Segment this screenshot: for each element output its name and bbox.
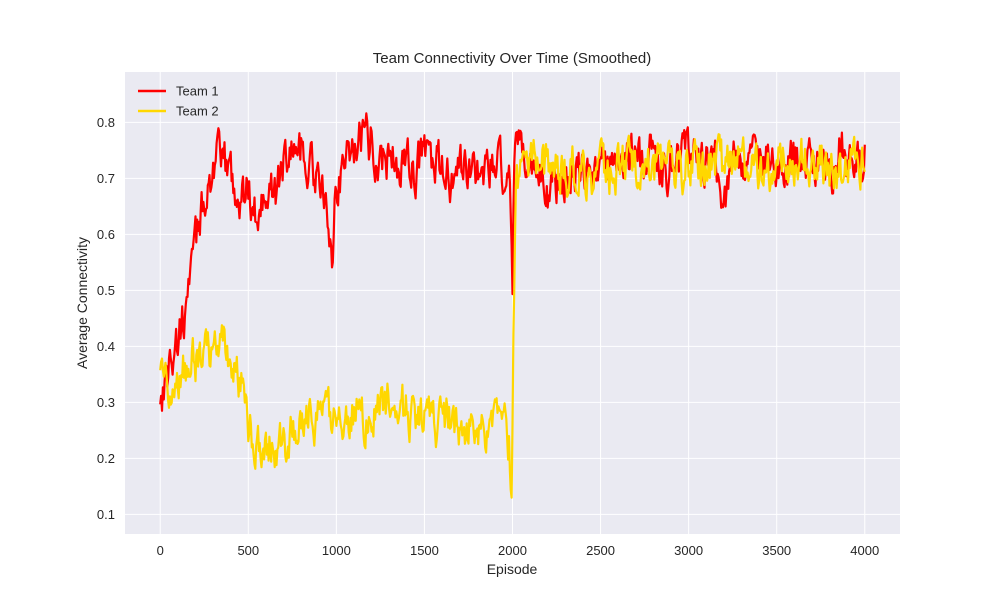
y-tick-label: 0.2 bbox=[97, 451, 115, 466]
y-axis: 0.1 0.2 0.3 0.4 0.5 0.6 0.7 0.8 bbox=[97, 115, 115, 522]
x-tick-label: 3500 bbox=[762, 543, 791, 558]
x-tick-label: 2500 bbox=[586, 543, 615, 558]
x-axis: 0 500 1000 1500 2000 2500 3000 3500 4000 bbox=[157, 543, 880, 558]
legend: Team 1 Team 2 bbox=[138, 84, 219, 119]
x-tick-label: 4000 bbox=[850, 543, 879, 558]
series-group bbox=[159, 112, 866, 499]
legend-label: Team 1 bbox=[176, 84, 219, 99]
series-line-team-2 bbox=[159, 133, 866, 499]
x-axis-label: Episode bbox=[487, 561, 538, 577]
y-tick-label: 0.5 bbox=[97, 283, 115, 298]
x-tick-label: 0 bbox=[157, 543, 164, 558]
chart-title: Team Connectivity Over Time (Smoothed) bbox=[373, 50, 651, 67]
legend-label: Team 2 bbox=[176, 104, 219, 119]
x-tick-label: 1000 bbox=[322, 543, 351, 558]
x-tick-label: 500 bbox=[237, 543, 259, 558]
y-tick-label: 0.6 bbox=[97, 227, 115, 242]
x-tick-label: 1500 bbox=[410, 543, 439, 558]
y-tick-label: 0.4 bbox=[97, 339, 115, 354]
y-tick-label: 0.1 bbox=[97, 507, 115, 522]
y-tick-label: 0.3 bbox=[97, 395, 115, 410]
series-line-team-1 bbox=[159, 112, 866, 412]
y-tick-label: 0.7 bbox=[97, 171, 115, 186]
y-tick-label: 0.8 bbox=[97, 115, 115, 130]
x-tick-label: 2000 bbox=[498, 543, 527, 558]
y-axis-label: Average Connectivity bbox=[74, 237, 90, 369]
x-tick-label: 3000 bbox=[674, 543, 703, 558]
